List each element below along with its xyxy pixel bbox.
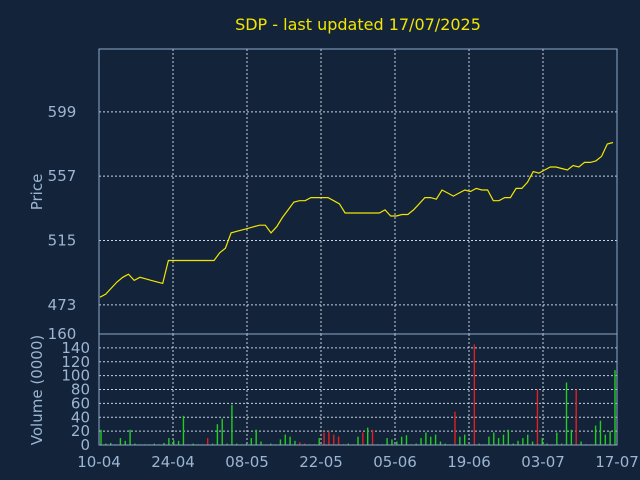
date-tick-24-04: 24-04 xyxy=(151,453,195,471)
volume-tick-120: 120 xyxy=(61,353,90,371)
price-panel-frame xyxy=(98,48,618,335)
volume-axis-label: Volume (0000) xyxy=(28,335,46,445)
price-tick-599: 599 xyxy=(48,103,77,121)
date-tick-17-07: 17-07 xyxy=(595,453,639,471)
volume-tick-20: 20 xyxy=(71,422,90,440)
volume-tick-140: 140 xyxy=(61,339,90,357)
volume-tick-60: 60 xyxy=(71,394,90,412)
date-tick-22-05: 22-05 xyxy=(299,453,343,471)
price-tick-labels: 473 515 557 599 160 xyxy=(48,103,77,343)
volume-tick-100: 100 xyxy=(61,367,90,385)
price-series xyxy=(99,141,614,298)
date-tick-10-04: 10-04 xyxy=(77,453,121,471)
date-tick-labels: 10-04 24-04 08-05 22-05 05-06 19-06 03-07 17-07 xyxy=(77,453,639,471)
date-tick-08-05: 08-05 xyxy=(225,453,269,471)
chart-frames xyxy=(98,48,618,446)
price-line xyxy=(99,141,614,298)
volume-bars xyxy=(100,344,616,445)
price-tick-557: 557 xyxy=(48,167,77,185)
price-axis-label: Price xyxy=(28,174,46,211)
price-tick-515: 515 xyxy=(48,232,77,250)
volume-tick-40: 40 xyxy=(71,408,90,426)
volume-panel-frame xyxy=(98,333,618,446)
price-grid xyxy=(98,49,618,334)
chart-title: SDP - last updated 17/07/2025 xyxy=(235,15,481,34)
date-tick-05-06: 05-06 xyxy=(373,453,417,471)
volume-tick-0: 0 xyxy=(80,436,90,454)
volume-grid xyxy=(98,334,618,446)
price-tick-473: 473 xyxy=(48,296,77,314)
price-top-label: 160 xyxy=(48,325,77,343)
volume-tick-80: 80 xyxy=(71,381,90,399)
date-tick-03-07: 03-07 xyxy=(521,453,565,471)
date-tick-19-06: 19-06 xyxy=(447,453,491,471)
